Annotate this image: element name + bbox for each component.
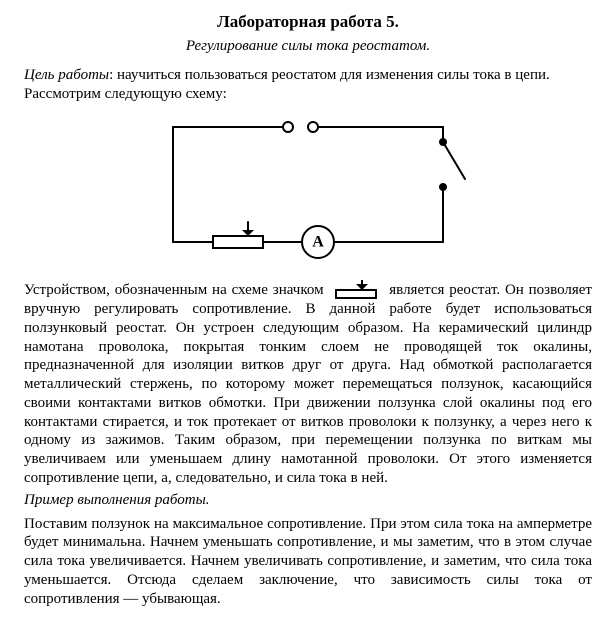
goal-line: Цель работы: научиться пользоваться реос… — [24, 67, 592, 84]
lab-subtitle: Регулирование силы тока реостатом. — [24, 38, 592, 55]
body-paragraph-1: Устройством, обозначенным на схеме значк… — [24, 278, 592, 488]
svg-text:A: A — [312, 234, 324, 251]
intro-line: Рассмотрим следующую схему: — [24, 86, 592, 103]
para1-part-b: является реостат. Он позволяет вручную р… — [24, 282, 592, 486]
goal-text: : научиться пользоваться реостатом для и… — [109, 67, 550, 83]
para1-part-a: Устройством, обозначенным на схеме значк… — [24, 282, 324, 298]
lab-title: Лабораторная работа 5. — [24, 12, 592, 32]
body-paragraph-2: Поставим ползунок на максимальное сопрот… — [24, 515, 592, 609]
page: Лабораторная работа 5. Регулирование сил… — [0, 0, 616, 632]
goal-label: Цель работы — [24, 67, 109, 83]
circuit-diagram-wrap: A — [24, 107, 592, 272]
circuit-diagram: A — [143, 107, 473, 267]
example-label: Пример выполнения работы. — [24, 492, 592, 509]
rheostat-icon — [332, 278, 380, 300]
